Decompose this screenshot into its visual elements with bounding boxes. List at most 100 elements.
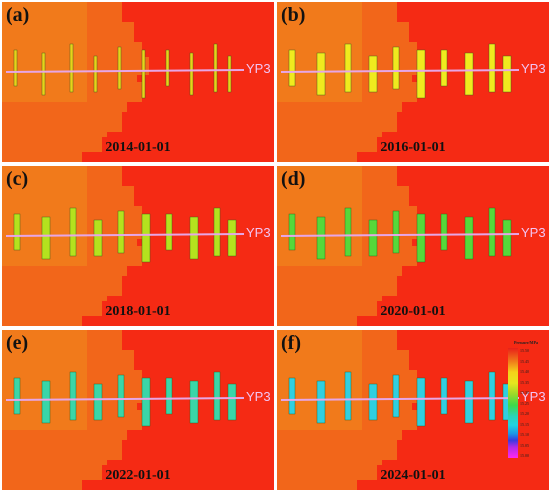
panel-letter: (d) [281, 168, 306, 190]
hydraulic-fracture [41, 216, 51, 260]
pressure-zone-block [127, 246, 142, 266]
hydraulic-fracture [189, 380, 199, 424]
pressure-map [277, 166, 520, 326]
hydraulic-fracture [288, 377, 296, 415]
hydraulic-fracture [227, 383, 237, 421]
pressure-zone-block [277, 276, 382, 301]
hydraulic-fracture [117, 210, 125, 254]
well-label: YP3 [246, 225, 271, 240]
pressure-zone-block [122, 22, 134, 42]
panel-date: 2016-01-01 [380, 140, 446, 155]
hydraulic-fracture [316, 216, 326, 260]
hydraulic-fracture [213, 43, 218, 93]
hydraulic-fracture [165, 377, 173, 415]
pressure-zone-block [382, 440, 397, 460]
pressure-zone-block [82, 137, 102, 152]
pressure-zone-block [122, 350, 134, 370]
pressure-map [2, 2, 245, 162]
hydraulic-fracture [41, 380, 51, 424]
hydraulic-fracture [213, 371, 221, 421]
pressure-zone-block [402, 82, 417, 102]
wellbore-line [5, 69, 245, 73]
hydraulic-fracture [368, 383, 378, 421]
hydraulic-fracture [13, 213, 21, 251]
hydraulic-fracture [189, 52, 194, 96]
legend-tick-label: 15.45 [520, 358, 529, 364]
panel-date: 2018-01-01 [105, 304, 171, 319]
pressure-map [2, 330, 245, 490]
hydraulic-fracture [344, 371, 352, 421]
hydraulic-fracture [392, 374, 400, 418]
hydraulic-fracture [416, 49, 426, 99]
hydraulic-fracture [316, 380, 326, 424]
pressure-zone-block [127, 82, 142, 102]
hydraulic-fracture [117, 374, 125, 418]
hydraulic-fracture [13, 377, 21, 415]
pressure-zone-block [2, 301, 82, 326]
pressure-zone-block [2, 276, 107, 301]
panel-date: 2014-01-01 [105, 140, 171, 155]
panel-date: 2020-01-01 [380, 304, 446, 319]
well-label: YP3 [521, 61, 546, 76]
pressure-zone-block [107, 440, 122, 460]
wellbore-line [280, 397, 520, 401]
legend-tick-label: 15.40 [520, 369, 529, 374]
hydraulic-fracture [189, 216, 199, 260]
pressure-zone-block [2, 137, 82, 162]
pressure-zone-block [277, 465, 357, 490]
pressure-zone-block [357, 465, 377, 480]
pressure-zone-block [357, 301, 377, 316]
pressure-zone-block [107, 112, 122, 132]
well-label: YP3 [521, 225, 546, 240]
hydraulic-fracture [117, 46, 122, 90]
legend-tick-label: 15.00 [520, 453, 529, 458]
legend-tick-label: 15.25 [520, 400, 529, 406]
hydraulic-fracture [41, 52, 46, 96]
map-panel: (b) YP3 2016-01-01 [277, 2, 549, 162]
pressure-zone-block [82, 301, 102, 316]
map-panel: (a) YP3 2014-01-01 [2, 2, 274, 162]
pressure-zone-block [122, 186, 134, 206]
pressure-zone-block [277, 440, 382, 465]
legend-tick-label: 15.10 [520, 432, 529, 437]
map-panel: (f) YP3 2024-01-01 [277, 330, 549, 490]
hydraulic-fracture [165, 213, 173, 251]
panel-date: 2024-01-01 [380, 468, 446, 483]
hydraulic-fracture [464, 216, 474, 260]
hydraulic-fracture [464, 380, 474, 424]
pressure-zone-block [402, 246, 417, 266]
panel-letter: (b) [281, 4, 306, 26]
pressure-zone-block [2, 112, 107, 137]
hydraulic-fracture [440, 49, 448, 87]
hydraulic-fracture [69, 207, 77, 257]
pressure-zone-block [277, 137, 357, 162]
pressure-map [2, 166, 245, 326]
hydraulic-fracture [488, 43, 496, 93]
pressure-zone-block [107, 276, 122, 296]
pressure-zone-block [397, 22, 409, 42]
wellbore-line [5, 233, 245, 237]
legend-tick-label: 15.30 [520, 390, 529, 395]
pressure-zone-block [2, 465, 82, 490]
pressure-zone-block [382, 112, 397, 132]
hydraulic-fracture [440, 213, 448, 251]
hydraulic-fracture [416, 213, 426, 263]
legend-tick-label: 15.15 [520, 421, 529, 427]
hydraulic-fracture [464, 52, 474, 96]
map-panel: (c) YP3 2018-01-01 [2, 166, 274, 326]
pressure-zone-block [402, 410, 417, 430]
hydraulic-fracture [141, 49, 146, 99]
pressure-colorbar-legend: Pressure/MPa 15.50 15.45 15.40 15.35 15.30 15… [506, 340, 546, 460]
hydraulic-fracture [227, 219, 237, 257]
hydraulic-fracture [488, 371, 496, 421]
panel-date: 2022-01-01 [105, 468, 171, 483]
well-label: YP3 [521, 389, 546, 404]
hydraulic-fracture [368, 219, 378, 257]
pressure-zone-block [397, 350, 409, 370]
legend-tick-label: 15.20 [520, 411, 529, 416]
hydraulic-fracture [93, 383, 103, 421]
hydraulic-fracture [93, 55, 98, 93]
hydraulic-fracture [392, 210, 400, 254]
wellbore-line [280, 233, 520, 237]
well-label: YP3 [246, 389, 271, 404]
